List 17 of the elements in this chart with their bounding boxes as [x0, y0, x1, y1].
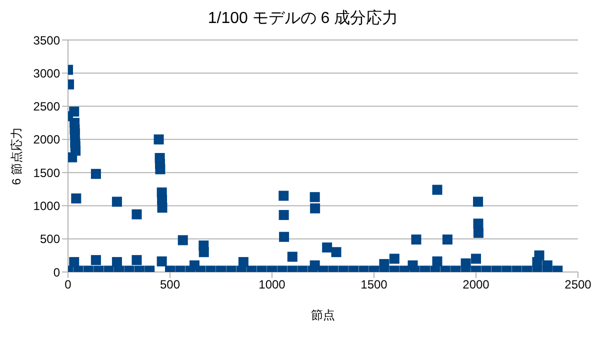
x-tick-label: 1000 [258, 278, 286, 292]
y-tick-label: 1000 [33, 198, 60, 213]
x-tick-label: 2500 [564, 278, 592, 292]
chart-title: 1/100 モデルの 6 成分応力 [206, 8, 400, 29]
y-tick-label: 0 [53, 265, 60, 280]
y-tick-label: 500 [40, 232, 60, 246]
y-axis-title: 6 節点応力 [9, 126, 24, 186]
x-tick-label: 2000 [462, 278, 490, 292]
x-tick-label: 0 [64, 278, 72, 292]
x-tick-label: 500 [160, 278, 180, 292]
y-tick-label: 1500 [33, 166, 60, 180]
x-axis-title: 節点 [311, 308, 335, 322]
y-tick-label: 2000 [33, 132, 60, 147]
y-tick-label: 3500 [33, 33, 60, 48]
x-tick-label: 1500 [360, 278, 388, 292]
y-tick-label: 2500 [33, 100, 60, 114]
y-tick-label: 3000 [33, 66, 60, 80]
